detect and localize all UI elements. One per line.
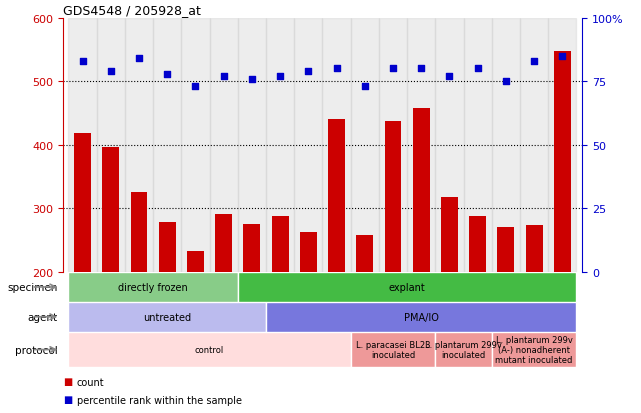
Bar: [548, 19, 576, 272]
Bar: [266, 19, 294, 272]
Text: L. plantarum 299v
(A-) nonadherent
mutant inoculated: L. plantarum 299v (A-) nonadherent mutan…: [495, 335, 573, 365]
Bar: [159, 223, 176, 399]
Point: [360, 84, 370, 90]
Text: specimen: specimen: [7, 282, 58, 292]
Bar: [379, 19, 407, 272]
Text: directly frozen: directly frozen: [118, 282, 188, 292]
Bar: [125, 19, 153, 272]
Text: L. paracasei BL23
inoculated: L. paracasei BL23 inoculated: [356, 340, 430, 359]
Bar: [210, 19, 238, 272]
Bar: [554, 52, 570, 399]
Point: [219, 74, 229, 80]
Bar: [69, 332, 351, 368]
Bar: [469, 216, 486, 399]
Bar: [69, 19, 97, 272]
Text: control: control: [195, 345, 224, 354]
Bar: [181, 19, 210, 272]
Point: [190, 84, 201, 90]
Bar: [74, 134, 91, 399]
Bar: [131, 192, 147, 399]
Bar: [187, 251, 204, 399]
Bar: [103, 147, 119, 399]
Bar: [238, 273, 576, 302]
Bar: [492, 332, 576, 368]
Point: [106, 69, 116, 75]
Text: explant: explant: [388, 282, 426, 292]
Bar: [492, 19, 520, 272]
Bar: [413, 109, 429, 399]
Text: count: count: [77, 377, 104, 387]
Text: GDS4548 / 205928_at: GDS4548 / 205928_at: [63, 5, 201, 17]
Point: [501, 78, 511, 85]
Bar: [463, 19, 492, 272]
Bar: [407, 19, 435, 272]
Point: [472, 66, 483, 73]
Bar: [351, 332, 435, 368]
Point: [331, 66, 342, 73]
Bar: [328, 120, 345, 399]
Point: [303, 69, 313, 75]
Bar: [520, 19, 548, 272]
Point: [529, 58, 539, 65]
Bar: [497, 228, 514, 399]
Bar: [441, 197, 458, 399]
Point: [557, 53, 567, 60]
Text: ■: ■: [63, 394, 72, 404]
Text: L. plantarum 299v
inoculated: L. plantarum 299v inoculated: [425, 340, 502, 359]
Bar: [526, 226, 542, 399]
Bar: [244, 225, 260, 399]
Text: protocol: protocol: [15, 345, 58, 355]
Bar: [322, 19, 351, 272]
Bar: [238, 19, 266, 272]
Point: [275, 74, 285, 80]
Bar: [266, 302, 576, 332]
Text: ■: ■: [63, 376, 72, 386]
Bar: [294, 19, 322, 272]
Bar: [300, 232, 317, 399]
Point: [247, 76, 257, 83]
Bar: [356, 236, 373, 399]
Text: PMA/IO: PMA/IO: [404, 312, 438, 322]
Point: [444, 74, 454, 80]
Point: [78, 58, 88, 65]
Text: agent: agent: [28, 312, 58, 322]
Bar: [385, 121, 401, 399]
Bar: [97, 19, 125, 272]
Point: [162, 71, 172, 78]
Bar: [69, 302, 266, 332]
Bar: [351, 19, 379, 272]
Bar: [69, 273, 238, 302]
Bar: [272, 216, 288, 399]
Point: [388, 66, 398, 73]
Point: [134, 56, 144, 62]
Bar: [435, 332, 492, 368]
Bar: [215, 214, 232, 399]
Bar: [435, 19, 463, 272]
Text: untreated: untreated: [143, 312, 191, 322]
Point: [416, 66, 426, 73]
Bar: [153, 19, 181, 272]
Text: percentile rank within the sample: percentile rank within the sample: [77, 395, 242, 405]
